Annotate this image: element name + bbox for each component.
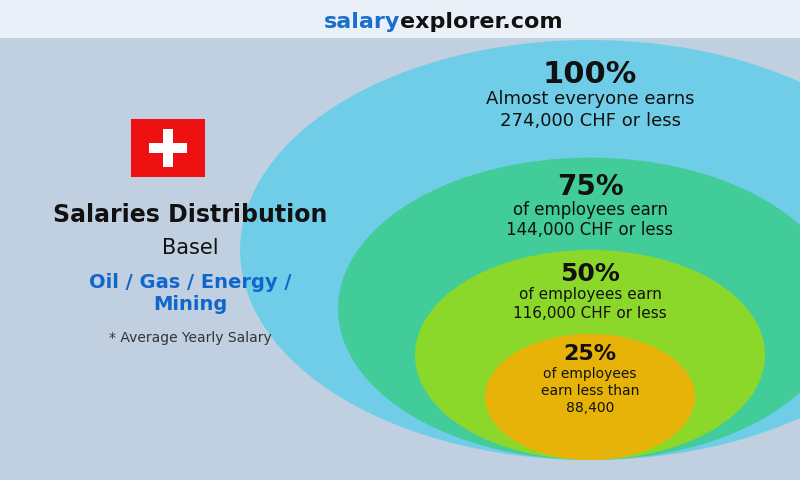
Ellipse shape [240,40,800,460]
Text: 75%: 75% [557,173,623,201]
Bar [131,119,205,177]
Text: 100%: 100% [543,60,637,89]
Text: 88,400: 88,400 [566,401,614,415]
Text: Mining: Mining [153,296,227,314]
Text: explorer.com: explorer.com [400,12,562,32]
Ellipse shape [485,334,695,460]
Text: salary: salary [324,12,400,32]
Text: of employees earn: of employees earn [518,287,662,302]
Ellipse shape [415,250,765,460]
Text: 274,000 CHF or less: 274,000 CHF or less [499,112,681,130]
Text: of employees earn: of employees earn [513,201,667,218]
Bar [149,143,187,153]
Text: 144,000 CHF or less: 144,000 CHF or less [506,221,674,239]
Text: 25%: 25% [563,344,617,364]
Text: earn less than: earn less than [541,384,639,398]
Bar [163,129,173,167]
Text: Basel: Basel [162,238,218,258]
Text: Almost everyone earns: Almost everyone earns [486,90,694,108]
Ellipse shape [338,157,800,460]
Text: Oil / Gas / Energy /: Oil / Gas / Energy / [89,273,291,291]
Bar [0,0,800,38]
Text: Salaries Distribution: Salaries Distribution [53,203,327,227]
Text: of employees: of employees [543,367,637,381]
Text: * Average Yearly Salary: * Average Yearly Salary [109,331,271,345]
Text: 50%: 50% [560,262,620,286]
Text: 116,000 CHF or less: 116,000 CHF or less [513,306,667,321]
